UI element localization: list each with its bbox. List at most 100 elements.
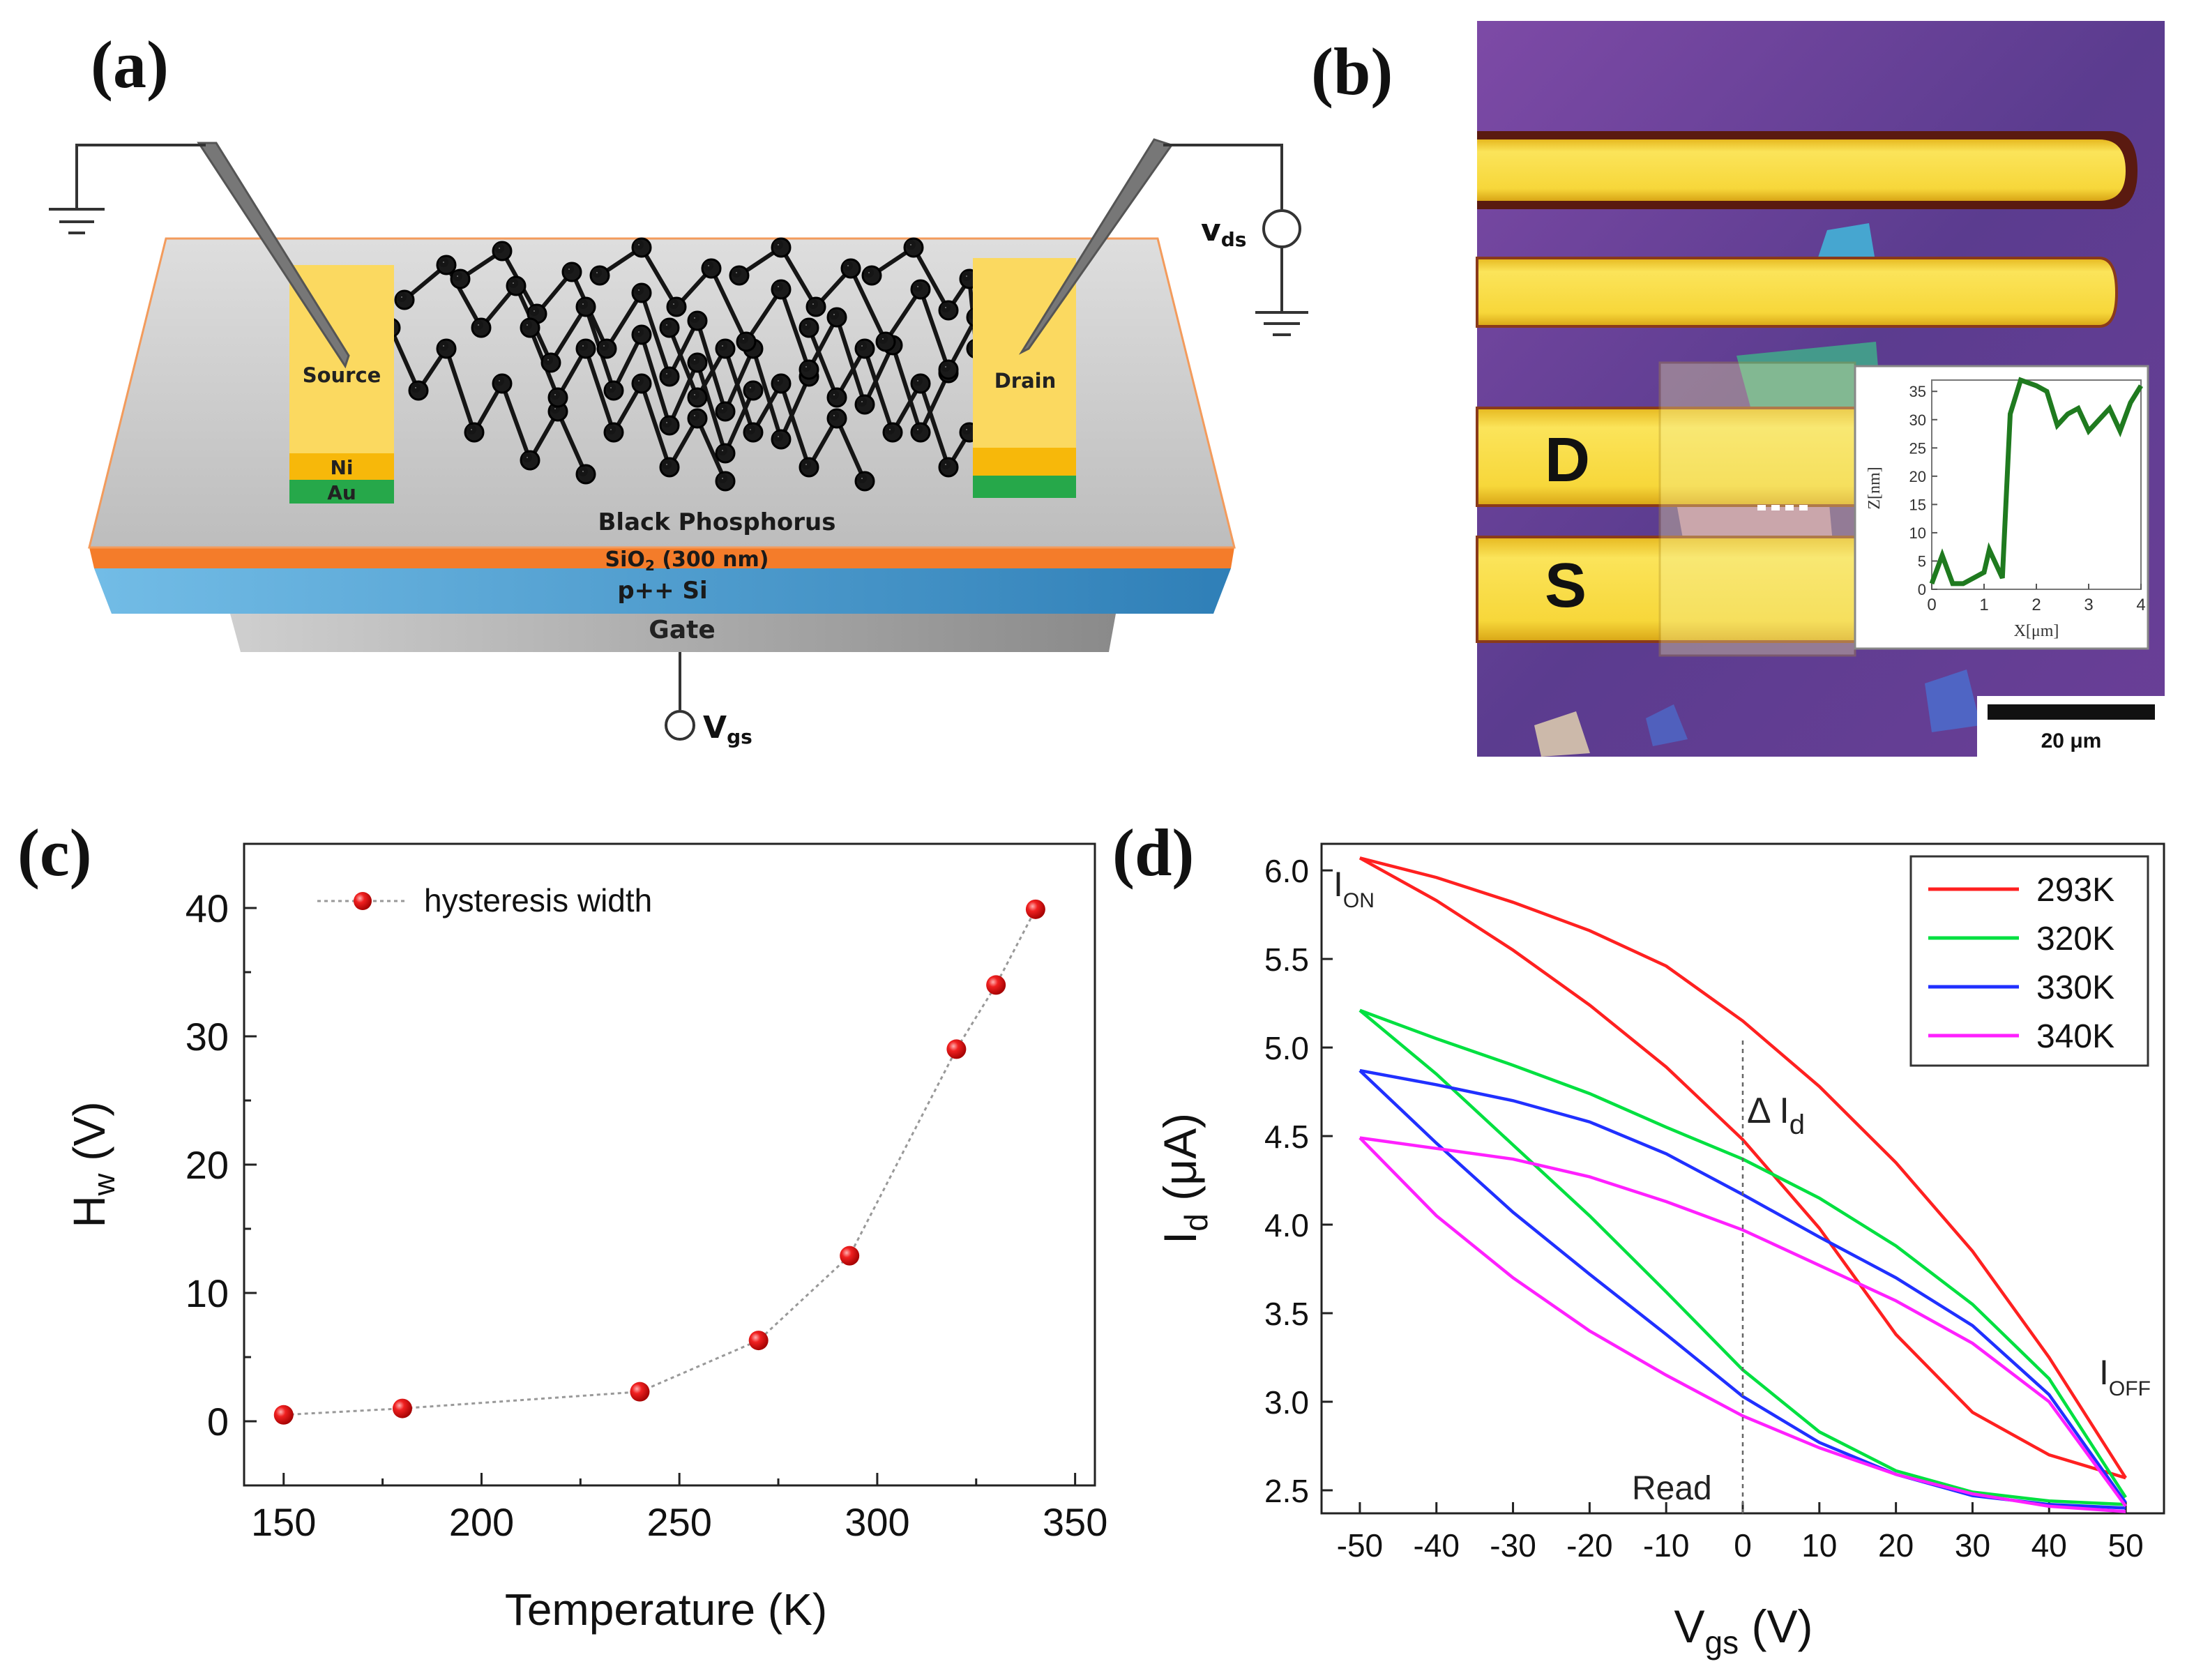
atom-highlight [773, 376, 783, 386]
source-label: Source [303, 363, 381, 387]
au-label: Au [327, 481, 356, 504]
inset-x-tick-label: 1 [1979, 596, 1988, 614]
inset-x-tick-label: 3 [2084, 596, 2093, 614]
d-x-tick-label: -50 [1337, 1527, 1383, 1564]
hysteresis-data-point [840, 1246, 860, 1266]
panel-d-label: (d) [1112, 815, 1194, 890]
legend-label-293K: 293K [2036, 872, 2114, 909]
silicon-label: p++ Si [617, 577, 707, 605]
drain-label: Drain [994, 369, 1057, 393]
ion-label: ION [1333, 865, 1375, 912]
atom-highlight [801, 362, 811, 372]
atom-highlight [578, 299, 588, 309]
atom-highlight [578, 467, 588, 476]
inset-y-tick-label: 10 [1909, 524, 1926, 542]
c-x-tick-label: 200 [449, 1500, 514, 1544]
atom-highlight [543, 355, 553, 365]
atom-highlight [494, 376, 504, 386]
legend-label-340K: 340K [2036, 1018, 2114, 1055]
legend-c: hysteresis width [317, 882, 652, 918]
atom-highlight [801, 460, 811, 469]
atom-highlight [746, 383, 755, 393]
inset-y-tick-label: 0 [1918, 581, 1926, 598]
atom-highlight [522, 453, 532, 462]
atom-highlight [397, 292, 407, 302]
gate-block [230, 614, 1116, 652]
gate-label: Gate [649, 616, 715, 644]
d-y-tick-label: 5.0 [1264, 1030, 1309, 1066]
atom-highlight [941, 303, 951, 312]
c-x-tick-label: 300 [845, 1500, 909, 1544]
hysteresis-data-point [946, 1039, 967, 1059]
d-y-tick-label: 2.5 [1264, 1473, 1309, 1509]
inset-y-tick-label: 35 [1909, 383, 1926, 400]
atom-highlight [718, 446, 727, 455]
atom-highlight [606, 383, 616, 393]
atom-highlight [962, 425, 971, 434]
panel-c-label: (c) [17, 815, 92, 890]
atom-highlight [773, 282, 783, 292]
source-electrode-label: S [1545, 551, 1587, 621]
atom-highlight [829, 390, 839, 400]
atom-highlight [690, 355, 699, 365]
drain-electrode-label: D [1545, 425, 1590, 495]
panel-a-device-schematic: (a) Gate p++ Si SiO2 (300 nm) Black Phos… [49, 27, 1308, 748]
atom-highlight [773, 432, 783, 441]
d-x-tick-label: -20 [1566, 1527, 1612, 1564]
ni-label-source: Ni [330, 456, 353, 479]
atom-highlight [913, 425, 923, 434]
vds-source-icon [1163, 144, 1308, 336]
atom-highlight [690, 411, 699, 421]
atom-highlight [808, 299, 818, 309]
d-x-tick-label: -30 [1490, 1527, 1536, 1564]
d-x-tick-label: -40 [1413, 1527, 1459, 1564]
d-x-tick-label: 0 [1734, 1527, 1752, 1564]
d-x-tick-label: 20 [1878, 1527, 1914, 1564]
atom-highlight [690, 390, 699, 400]
atom-highlight [906, 240, 916, 250]
atom-highlight [606, 425, 616, 434]
panel-d-transfer-curves-chart: (d) -50 -40 -30 -20 -10 0 10 20 30 40 50 2.5 3.0 3.5 4… [1112, 815, 2165, 1660]
d-x-tick-label: 10 [1801, 1527, 1837, 1564]
atom-highlight [829, 310, 839, 319]
atom-highlight [857, 474, 867, 483]
d-y-tick-label: 4.0 [1264, 1207, 1309, 1243]
c-xlabel: Temperature (K) [505, 1584, 827, 1635]
atom-highlight [662, 369, 672, 379]
atom-highlight [885, 425, 895, 434]
drain-probe [1018, 138, 1174, 355]
panel-b-optical-micrograph: (b) D S 0 1 2 3 4 0 5 10 15 20 25 30 35 [1311, 21, 2165, 757]
d-ylabel: Id (μA) [1154, 1113, 1214, 1244]
legend-d: 293K 320K 330K 340K [1909, 855, 2149, 1067]
c-x-tick-label: 250 [646, 1500, 711, 1544]
hysteresis-data-point [1025, 899, 1045, 919]
atom-highlight [634, 376, 644, 386]
inset-x-tick-label: 0 [1927, 596, 1936, 614]
atom-highlight [522, 320, 532, 330]
inset-xlabel: X[μm] [2014, 622, 2059, 640]
inset-y-tick-label: 15 [1909, 496, 1926, 513]
hysteresis-data-point [392, 1398, 412, 1418]
inset-x-tick-label: 2 [2031, 596, 2041, 614]
atom-highlight [829, 411, 839, 421]
oxide-label: SiO2 (300 nm) [605, 547, 769, 574]
vgs-label: Vgs [703, 710, 752, 748]
atom-highlight [550, 390, 560, 400]
electrode-top-2 [1476, 257, 2119, 328]
panel-b-label: (b) [1311, 34, 1393, 109]
legend-marker [354, 892, 372, 910]
atom-highlight [439, 257, 448, 267]
d-x-tick-label: 50 [2108, 1527, 2144, 1564]
curve-340K-lower [1359, 1137, 2126, 1513]
scale-bar-label: 20 μm [2041, 729, 2102, 752]
height-profile-inset: 0 1 2 3 4 0 5 10 15 20 25 30 35 X[μm] Z[nm] [1854, 365, 2149, 650]
vgs-terminal-icon [665, 652, 695, 741]
d-y-tick-label: 3.5 [1264, 1296, 1309, 1332]
hysteresis-data-point [630, 1382, 650, 1402]
legend-c-label: hysteresis width [424, 882, 652, 918]
atom-highlight [669, 299, 679, 309]
inset-y-tick-label: 20 [1909, 468, 1926, 485]
height-profile-line [1929, 377, 2143, 587]
scale-bar: 20 μm [1977, 696, 2165, 757]
d-y-tick-label: 6.0 [1264, 853, 1309, 889]
